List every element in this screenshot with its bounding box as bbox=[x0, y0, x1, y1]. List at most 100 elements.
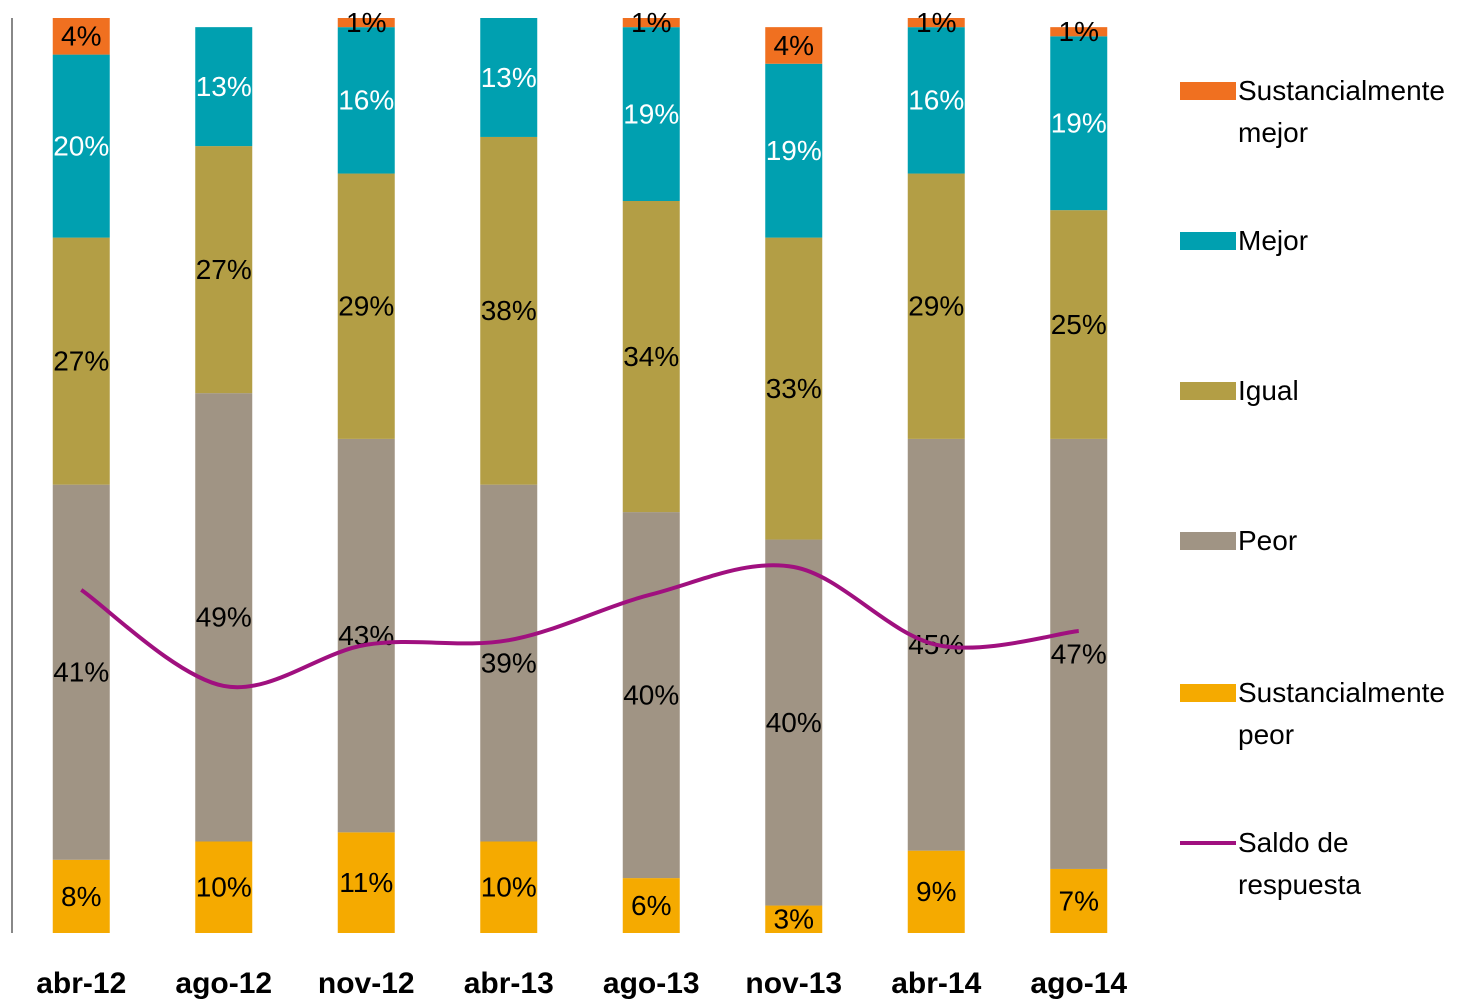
x-tick-label: nov-13 bbox=[745, 967, 842, 1000]
legend-label: Mejor bbox=[1238, 225, 1309, 256]
legend-swatch bbox=[1180, 82, 1236, 100]
data-label: 10% bbox=[196, 872, 252, 903]
data-label: 25% bbox=[1051, 309, 1107, 340]
legend-entry: Mejor bbox=[1180, 220, 1460, 262]
bar-segment bbox=[622, 18, 680, 28]
bar-segment bbox=[480, 841, 538, 933]
data-label: 1% bbox=[631, 7, 671, 38]
data-label: 47% bbox=[1051, 638, 1107, 669]
data-label: 11% bbox=[339, 867, 393, 898]
line-series bbox=[80, 563, 1079, 690]
bar-segment bbox=[765, 539, 823, 906]
bar-segment bbox=[52, 859, 110, 933]
data-label: 29% bbox=[908, 291, 964, 322]
legend-swatch bbox=[1180, 532, 1236, 550]
bar-segment bbox=[195, 27, 253, 147]
legend-label: Sustancialmente peor bbox=[1238, 677, 1446, 750]
legend-label: Peor bbox=[1238, 525, 1298, 556]
bar-segment bbox=[337, 27, 395, 174]
bar-segment bbox=[337, 173, 395, 439]
bar-segment bbox=[907, 18, 965, 28]
bar-segment bbox=[622, 201, 680, 513]
bar-segment bbox=[1050, 36, 1108, 211]
x-tick-label: abr-12 bbox=[36, 967, 126, 1000]
bar-segment bbox=[1050, 27, 1108, 37]
legend-swatch bbox=[1180, 382, 1236, 400]
bar-segment bbox=[52, 54, 110, 238]
legend-label: Sustancialmente mejor bbox=[1238, 75, 1446, 148]
bar-segment bbox=[1050, 210, 1108, 439]
bar-segment bbox=[765, 63, 823, 238]
bar-segment bbox=[480, 484, 538, 842]
bar-segment bbox=[622, 512, 680, 879]
data-label: 39% bbox=[481, 647, 537, 678]
data-label: 29% bbox=[338, 291, 394, 322]
x-tick-label: ago-14 bbox=[1030, 967, 1127, 1000]
data-label: 8% bbox=[61, 881, 101, 912]
bar-segment bbox=[195, 393, 253, 842]
data-label: 1% bbox=[1059, 16, 1099, 47]
data-label: 19% bbox=[1051, 108, 1107, 139]
data-label: 19% bbox=[623, 98, 679, 129]
x-tick-label: ago-13 bbox=[603, 967, 700, 1000]
legend-swatch bbox=[1180, 684, 1236, 702]
x-tick-label: abr-14 bbox=[891, 967, 981, 1000]
data-label: 3% bbox=[774, 904, 814, 935]
data-label: 40% bbox=[766, 707, 822, 738]
bar-segment bbox=[907, 173, 965, 439]
legend-label: Igual bbox=[1238, 375, 1299, 406]
legend-swatch bbox=[1180, 841, 1236, 845]
bar-segment bbox=[337, 438, 395, 833]
x-tick-label: ago-12 bbox=[175, 967, 272, 1000]
data-label: 1% bbox=[346, 7, 386, 38]
bar-segment bbox=[480, 136, 538, 485]
bar-segment bbox=[765, 237, 823, 540]
bar-segment bbox=[52, 484, 110, 860]
data-label: 27% bbox=[196, 254, 252, 285]
data-label: 16% bbox=[908, 85, 964, 116]
legend-label: Saldo de respuesta bbox=[1238, 827, 1361, 900]
data-label: 20% bbox=[53, 130, 109, 161]
bar-segment bbox=[622, 878, 680, 933]
bar-segment bbox=[337, 18, 395, 28]
data-label: 4% bbox=[61, 21, 101, 52]
legend-entry: Igual bbox=[1180, 370, 1460, 412]
data-label: 33% bbox=[766, 373, 822, 404]
x-tick-label: nov-12 bbox=[318, 967, 415, 1000]
legend-entry: Saldo de respuesta bbox=[1180, 822, 1460, 906]
bar-segment bbox=[1050, 868, 1108, 933]
data-label: 10% bbox=[481, 872, 537, 903]
bar-segment bbox=[52, 237, 110, 485]
data-label: 7% bbox=[1059, 885, 1099, 916]
legend-entry: Peor bbox=[1180, 520, 1460, 562]
bar-segment bbox=[195, 146, 253, 394]
bar-segment bbox=[480, 18, 538, 137]
legend-entry: Sustancialmente peor bbox=[1180, 672, 1460, 756]
bar-segment bbox=[1050, 438, 1108, 869]
data-label: 41% bbox=[53, 657, 109, 688]
bar-segment bbox=[195, 841, 253, 933]
data-label: 27% bbox=[53, 346, 109, 377]
data-label: 13% bbox=[481, 62, 537, 93]
data-label: 9% bbox=[916, 876, 956, 907]
data-label: 1% bbox=[916, 7, 956, 38]
bar-segment bbox=[765, 905, 823, 933]
bar-segment bbox=[765, 27, 823, 64]
x-tick-label: abr-13 bbox=[464, 967, 554, 1000]
data-label: 13% bbox=[196, 71, 252, 102]
data-label: 34% bbox=[623, 341, 679, 372]
legend-entry: Sustancialmente mejor bbox=[1180, 70, 1460, 154]
data-label: 19% bbox=[766, 135, 822, 166]
bar-segment bbox=[337, 832, 395, 933]
legend-swatch bbox=[1180, 232, 1236, 250]
data-label: 16% bbox=[338, 85, 394, 116]
data-label: 40% bbox=[623, 679, 679, 710]
data-label: 6% bbox=[631, 890, 671, 921]
data-label: 49% bbox=[196, 602, 252, 633]
bar-segment bbox=[907, 850, 965, 933]
bar-segment bbox=[52, 18, 110, 55]
bar-segment bbox=[907, 27, 965, 174]
data-label: 4% bbox=[774, 30, 814, 61]
